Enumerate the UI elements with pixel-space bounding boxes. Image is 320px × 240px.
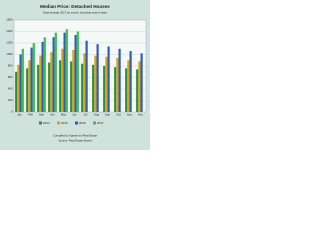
- bar: [140, 53, 143, 112]
- y-tick-label: 1000: [6, 52, 13, 56]
- bar: [72, 49, 75, 112]
- bar: [74, 34, 77, 113]
- legend-label: 2016: [79, 121, 86, 125]
- bar: [15, 71, 18, 112]
- y-tick-label: 600: [8, 75, 13, 79]
- bar: [37, 64, 40, 112]
- bar: [19, 54, 22, 112]
- bar: [105, 56, 108, 112]
- bar: [26, 68, 29, 112]
- footer-text: Compiled by Agents for Real Estate: [53, 134, 98, 138]
- legend-label: 2017: [97, 121, 104, 125]
- bar: [129, 51, 132, 112]
- x-tick-label: Nov: [127, 113, 133, 117]
- bar: [118, 48, 121, 112]
- bar: [17, 64, 20, 112]
- bar: [83, 53, 86, 112]
- bar: [116, 57, 119, 112]
- chart: Median Price: Detached Houses Data throu…: [0, 0, 150, 150]
- bar: [70, 61, 73, 112]
- x-tick-label: Dec: [138, 113, 144, 117]
- footer-text: Source: Real Estate Board: [58, 139, 92, 143]
- bar: [76, 31, 79, 112]
- y-tick-label: 400: [8, 87, 13, 91]
- x-tick-label: Apr: [50, 113, 54, 117]
- y-tick-label: 1200: [6, 41, 13, 45]
- bar: [48, 62, 51, 112]
- bar: [103, 66, 106, 112]
- bar: [28, 60, 31, 112]
- bar: [138, 61, 141, 112]
- y-tick-label: 1600: [6, 18, 13, 22]
- y-tick-label: 800: [8, 64, 13, 68]
- legend-swatch: [39, 121, 42, 125]
- x-tick-label: Jun: [72, 113, 77, 117]
- bar: [50, 52, 53, 112]
- x-tick-label: Mar: [39, 113, 44, 117]
- bar: [114, 67, 117, 112]
- x-tick-label: Aug: [94, 113, 99, 117]
- bar: [61, 48, 64, 112]
- legend-swatch: [75, 121, 78, 125]
- bar: [39, 55, 42, 112]
- bar: [81, 63, 84, 112]
- x-tick-label: Sep: [105, 113, 110, 117]
- y-tick-label: 1400: [6, 29, 13, 33]
- legend-swatch: [57, 121, 60, 125]
- bar: [43, 37, 46, 112]
- legend-swatch: [93, 121, 96, 125]
- x-tick-label: Jan: [17, 113, 22, 117]
- x-tick-label: Oct: [116, 113, 121, 117]
- bar: [32, 43, 35, 112]
- bar: [59, 60, 62, 112]
- bar: [63, 32, 66, 112]
- bar: [41, 41, 44, 112]
- legend-label: 2014: [43, 121, 50, 125]
- bar: [96, 44, 99, 112]
- bar: [21, 48, 24, 112]
- bar: [85, 40, 88, 113]
- chart-title: Median Price: Detached Houses: [40, 4, 110, 9]
- bar: [65, 29, 68, 113]
- bar: [125, 68, 128, 112]
- bar: [107, 46, 110, 113]
- bar: [94, 55, 97, 112]
- bar: [52, 37, 55, 112]
- y-tick-label: 200: [8, 98, 13, 102]
- legend-label: 2015: [61, 121, 68, 125]
- x-tick-label: May: [61, 113, 67, 117]
- x-tick-label: Feb: [28, 113, 33, 117]
- bar: [136, 69, 139, 112]
- y-tick-label: 0: [11, 110, 13, 114]
- bar: [54, 32, 57, 112]
- bar: [127, 60, 130, 112]
- bar: [30, 47, 33, 112]
- chart-subtitle: Data through 2017 by month, including ye…: [43, 11, 107, 15]
- x-tick-label: Jul: [84, 113, 88, 117]
- bar: [92, 64, 95, 112]
